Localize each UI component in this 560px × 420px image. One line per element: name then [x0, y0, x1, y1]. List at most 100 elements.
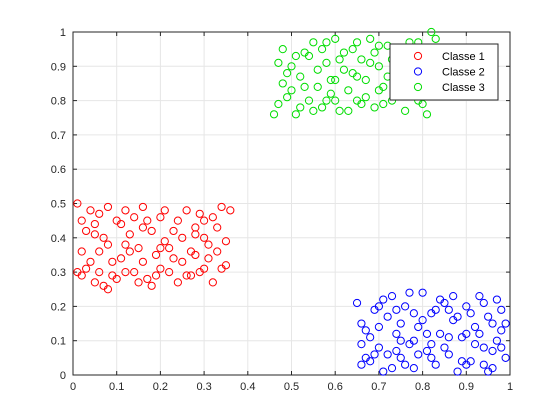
- data-point: [470, 340, 480, 349]
- data-point: [200, 264, 209, 273]
- data-point: [204, 240, 213, 249]
- data-point: [387, 292, 397, 301]
- data-point: [160, 206, 169, 215]
- data-point: [466, 309, 475, 318]
- data-point: [116, 219, 126, 229]
- data-point: [462, 302, 471, 311]
- data-point: [304, 96, 314, 105]
- data-point: [283, 69, 292, 78]
- data-point: [352, 38, 362, 47]
- data-point: [322, 96, 331, 105]
- data-point: [361, 93, 370, 102]
- data-point: [226, 206, 235, 215]
- data-point: [90, 219, 99, 229]
- series-2: [352, 288, 510, 376]
- data-point: [348, 45, 357, 54]
- data-point: [444, 350, 453, 359]
- data-point: [374, 86, 383, 95]
- data-point: [366, 58, 375, 67]
- data-point: [143, 274, 152, 284]
- data-point: [217, 202, 226, 212]
- data-points: [73, 27, 510, 376]
- data-point: [296, 103, 305, 112]
- axis-ticks: [72, 31, 511, 376]
- data-point: [287, 62, 296, 71]
- data-point: [86, 206, 95, 215]
- y-tick-label: 0.5: [51, 199, 66, 211]
- data-point: [134, 278, 143, 287]
- data-point: [86, 257, 95, 266]
- data-point: [422, 329, 432, 338]
- data-point: [165, 268, 174, 277]
- data-point: [283, 93, 292, 102]
- data-point: [143, 216, 152, 225]
- y-tick-label: 0: [60, 370, 66, 382]
- data-point: [335, 106, 344, 115]
- data-point: [147, 226, 156, 236]
- data-point: [427, 340, 436, 349]
- data-point: [125, 247, 134, 256]
- data-point: [488, 319, 497, 328]
- data-point: [278, 45, 287, 54]
- data-point: [103, 285, 113, 294]
- data-point: [366, 333, 375, 342]
- data-point: [313, 82, 322, 91]
- data-point: [173, 216, 182, 225]
- data-point: [440, 343, 449, 352]
- data-point: [366, 357, 375, 366]
- data-point: [357, 55, 366, 64]
- data-point: [370, 103, 379, 112]
- data-point: [414, 322, 423, 332]
- data-point: [221, 237, 231, 246]
- data-point: [213, 247, 222, 256]
- data-point: [130, 213, 139, 222]
- data-point: [497, 343, 506, 352]
- data-point: [309, 38, 318, 47]
- y-tick-label: 0.9: [51, 61, 66, 73]
- data-point: [479, 343, 488, 352]
- data-point: [366, 34, 375, 43]
- data-point: [156, 213, 165, 222]
- data-point: [497, 305, 506, 314]
- data-point: [291, 51, 300, 61]
- x-tick-label: 0.9: [459, 381, 474, 393]
- data-point: [374, 302, 383, 311]
- data-point: [396, 336, 405, 345]
- data-point: [178, 233, 187, 242]
- data-point: [156, 243, 165, 253]
- data-point: [77, 271, 86, 280]
- data-point: [435, 329, 445, 338]
- data-point: [322, 38, 331, 47]
- y-tick-label: 1: [60, 27, 66, 39]
- data-point: [497, 326, 506, 335]
- data-point: [116, 254, 126, 263]
- data-point: [322, 58, 331, 67]
- legend-label: Classe 2: [442, 67, 485, 79]
- x-tick-label: 0.7: [371, 381, 386, 393]
- data-point: [125, 230, 134, 239]
- data-point: [339, 48, 349, 57]
- data-point: [357, 99, 366, 109]
- data-point: [278, 79, 287, 88]
- data-point: [156, 264, 165, 273]
- data-point: [449, 292, 458, 301]
- x-tick-label: 0.1: [109, 381, 124, 393]
- data-point: [501, 319, 510, 328]
- data-point: [374, 343, 383, 352]
- x-tick-label: 0.2: [153, 381, 168, 393]
- data-point: [392, 346, 401, 356]
- data-point: [77, 247, 86, 256]
- data-point: [370, 48, 379, 57]
- data-point: [427, 27, 436, 37]
- data-point: [304, 51, 314, 61]
- data-point: [169, 226, 178, 236]
- data-point: [479, 298, 488, 308]
- data-point: [217, 264, 226, 273]
- y-tick-label: 0.1: [51, 336, 66, 348]
- data-point: [331, 34, 340, 43]
- legend-marker: [413, 51, 423, 61]
- data-point: [488, 346, 497, 356]
- legend-label: Classe 3: [442, 82, 485, 94]
- data-point: [274, 58, 283, 67]
- data-point: [160, 237, 169, 246]
